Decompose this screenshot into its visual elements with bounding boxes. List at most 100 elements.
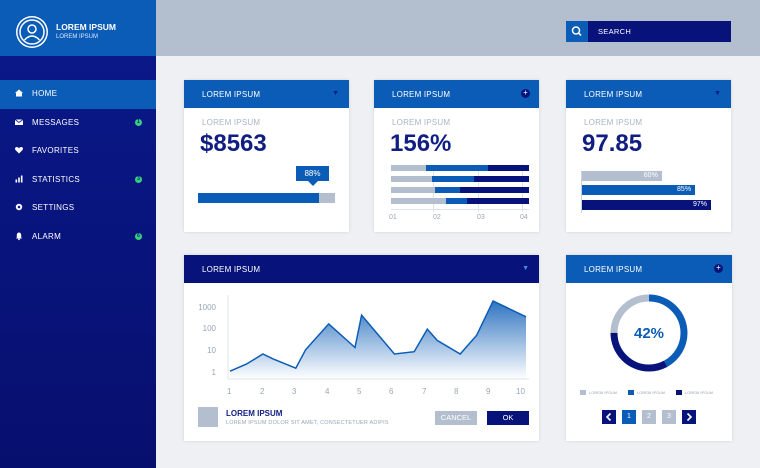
sidebar-item-favorites[interactable]: FAVORITES bbox=[0, 137, 156, 166]
sidebar-item-label: SETTINGS bbox=[32, 203, 75, 212]
legend-description: LOREM IPSUM DOLOR SIT AMET, CONSECTETUER… bbox=[226, 420, 389, 426]
envelope-icon bbox=[14, 118, 24, 125]
donut-card: LOREM IPSUM + 42% LOREM IPSUM LOREM IPSU… bbox=[566, 255, 732, 441]
sidebar-item-label: MESSAGES bbox=[32, 117, 80, 127]
stacked-bar-segment bbox=[473, 176, 529, 182]
dropdown-triangle-icon[interactable]: ▼ bbox=[332, 90, 339, 97]
legend-swatch bbox=[580, 390, 586, 395]
card-value: $8563 bbox=[200, 130, 267, 157]
gear-icon bbox=[15, 203, 23, 211]
stacked-bar bbox=[391, 187, 529, 193]
next-page-button[interactable] bbox=[682, 410, 696, 424]
progress-tooltip: 88% bbox=[296, 166, 329, 181]
card-title: LOREM IPSUM bbox=[584, 265, 643, 274]
heart-icon bbox=[15, 147, 23, 154]
stacked-bar bbox=[391, 176, 529, 182]
avatar[interactable] bbox=[16, 16, 48, 48]
profile-header: LOREM IPSUM LOREM IPSUM bbox=[0, 0, 156, 56]
donut-segment-2 bbox=[610, 294, 688, 372]
card-header: LOREM IPSUM + bbox=[566, 255, 732, 283]
percent-bar: 85% bbox=[582, 185, 696, 195]
stat-card-score: LOREM IPSUM ▼ LOREM IPSUM 97.85 60% 85% … bbox=[566, 80, 731, 232]
stacked-bar-segment bbox=[432, 176, 474, 182]
card-header: LOREM IPSUM + bbox=[374, 80, 539, 108]
plus-icon[interactable]: + bbox=[521, 89, 530, 98]
stacked-bar-segment bbox=[425, 165, 488, 171]
legend-title: LOREM IPSUM bbox=[226, 409, 283, 418]
sidebar-item-home[interactable]: HOME bbox=[0, 80, 156, 109]
data-line bbox=[229, 299, 527, 372]
search-button[interactable] bbox=[566, 21, 588, 42]
stacked-bar-segment bbox=[435, 187, 460, 193]
chevron-left-icon bbox=[605, 412, 612, 422]
card-title: LOREM IPSUM bbox=[584, 90, 643, 99]
search-input[interactable]: SEARCH bbox=[598, 27, 632, 36]
top-bar: SEARCH bbox=[156, 0, 760, 56]
notification-badge: 1 bbox=[135, 118, 142, 126]
area-chart bbox=[227, 295, 529, 380]
progress-bar-fill bbox=[198, 193, 319, 203]
plus-icon[interactable]: + bbox=[714, 264, 723, 273]
ok-button[interactable]: OK bbox=[487, 411, 529, 425]
prev-page-button[interactable] bbox=[602, 410, 616, 424]
card-subtitle: LOREM IPSUM bbox=[202, 118, 261, 127]
search-icon bbox=[571, 26, 582, 37]
donut-chart bbox=[610, 294, 688, 372]
stacked-bar-segment bbox=[487, 165, 529, 171]
x-tick-label: 7 bbox=[422, 387, 427, 396]
stat-card-revenue: LOREM IPSUM ▼ LOREM IPSUM $8563 88% bbox=[184, 80, 349, 232]
card-header: LOREM IPSUM ▼ bbox=[184, 255, 539, 283]
stacked-bar bbox=[391, 198, 529, 204]
stacked-bar-segment bbox=[466, 198, 529, 204]
stacked-bar-segment bbox=[391, 165, 426, 171]
search-bar[interactable]: SEARCH bbox=[566, 21, 731, 42]
stacked-bar-segment bbox=[446, 198, 467, 204]
card-header: LOREM IPSUM ▼ bbox=[184, 80, 349, 108]
cancel-button[interactable]: CANCEL bbox=[435, 411, 477, 425]
x-tick-label: 8 bbox=[454, 387, 459, 396]
notification-badge: 6 bbox=[135, 232, 142, 240]
legend-swatch bbox=[198, 407, 218, 427]
y-tick-label: 1 bbox=[211, 368, 216, 377]
sidebar-item-statistics[interactable]: STATISTICS 3 bbox=[0, 166, 156, 195]
card-title: LOREM IPSUM bbox=[392, 90, 451, 99]
stacked-bar bbox=[391, 165, 529, 171]
progress-bar bbox=[198, 193, 335, 203]
sidebar-item-messages[interactable]: MESSAGES 1 bbox=[0, 109, 156, 138]
dropdown-triangle-icon[interactable]: ▼ bbox=[522, 265, 529, 272]
page-button-1[interactable]: 1 bbox=[622, 410, 636, 424]
x-tick-label: 4 bbox=[325, 387, 330, 396]
area-fill bbox=[230, 301, 526, 379]
page-button-2[interactable]: 2 bbox=[642, 410, 656, 424]
card-title: LOREM IPSUM bbox=[202, 90, 261, 99]
sidebar-item-label: STATISTICS bbox=[32, 174, 81, 184]
x-tick-label: 2 bbox=[260, 387, 265, 396]
card-value: 156% bbox=[390, 130, 452, 157]
stacked-bar-segment bbox=[391, 187, 436, 193]
stacked-bar-segment bbox=[460, 187, 529, 193]
profile-subtitle: LOREM IPSUM bbox=[56, 34, 99, 40]
bar-axis bbox=[581, 171, 582, 213]
dropdown-triangle-icon[interactable]: ▼ bbox=[714, 90, 721, 97]
x-tick-label: 3 bbox=[292, 387, 297, 396]
notification-badge: 3 bbox=[135, 175, 142, 183]
home-icon bbox=[15, 89, 23, 97]
legend-swatch bbox=[628, 390, 634, 395]
percent-bar: 60% bbox=[582, 171, 662, 181]
x-tick-label: 10 bbox=[516, 387, 525, 396]
x-tick-label: 5 bbox=[357, 387, 362, 396]
card-title: LOREM IPSUM bbox=[202, 265, 261, 274]
donut-percent-label: 42% bbox=[633, 325, 665, 342]
y-tick-label: 1000 bbox=[198, 303, 216, 312]
sidebar-item-settings[interactable]: SETTINGS bbox=[0, 194, 156, 223]
user-icon bbox=[17, 17, 47, 47]
sidebar-item-alarm[interactable]: ALARM 6 bbox=[0, 223, 156, 252]
x-tick-label: 9 bbox=[486, 387, 491, 396]
bell-icon bbox=[16, 232, 22, 240]
x-tick-label: 02 bbox=[433, 214, 441, 221]
card-subtitle: LOREM IPSUM bbox=[584, 118, 643, 127]
page-button-3[interactable]: 3 bbox=[662, 410, 676, 424]
chevron-right-icon bbox=[686, 412, 693, 422]
legend-label: LOREM IPSUM bbox=[589, 390, 618, 395]
sidebar-nav: HOME MESSAGES 1 FAVORITES STATISTICS 3 S… bbox=[0, 80, 156, 251]
